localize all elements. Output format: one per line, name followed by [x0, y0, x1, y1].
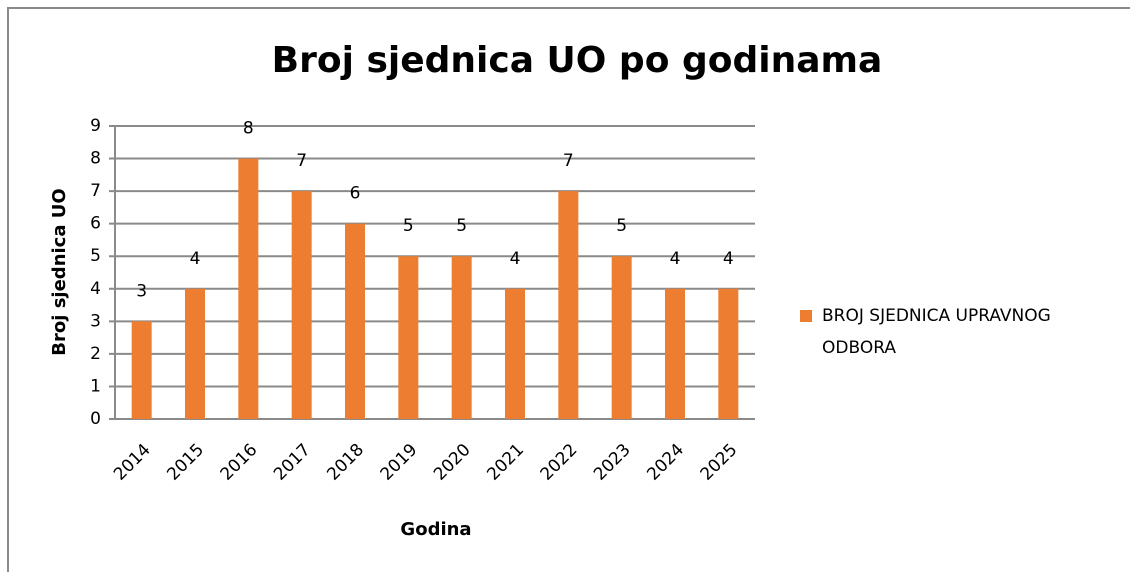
legend-swatch — [800, 310, 812, 322]
data-label: 4 — [510, 249, 521, 269]
chart-title: Broj sjednica UO po godinama — [272, 40, 883, 81]
data-label: 4 — [190, 249, 201, 269]
data-label: 3 — [136, 281, 147, 301]
bar — [665, 288, 685, 419]
y-tick-label: 2 — [90, 344, 101, 364]
y-tick-label: 8 — [90, 149, 101, 169]
y-tick-label: 7 — [90, 181, 101, 201]
data-label: 5 — [616, 216, 627, 236]
y-axis-title: Broj sjednica UO — [49, 188, 70, 355]
data-label: 7 — [296, 151, 307, 171]
bar — [398, 256, 419, 419]
bar — [451, 256, 472, 419]
data-label: 7 — [563, 151, 574, 171]
bar — [505, 288, 525, 419]
data-label: 4 — [723, 249, 734, 269]
data-label: 5 — [456, 216, 467, 236]
x-axis-title: Godina — [400, 519, 471, 540]
y-tick-label: 1 — [90, 376, 101, 396]
bar — [718, 288, 739, 419]
legend-label: BROJ SJEDNICA UPRAVNOG ODBORA — [822, 306, 1051, 358]
bar — [238, 158, 259, 420]
y-tick-label: 3 — [90, 311, 101, 331]
y-tick-label: 6 — [90, 214, 101, 234]
bar — [291, 191, 312, 419]
bar — [345, 223, 365, 419]
data-label: 8 — [243, 119, 254, 139]
data-label: 5 — [403, 216, 414, 236]
bar — [558, 191, 579, 419]
data-label: 6 — [350, 184, 361, 204]
data-label: 4 — [670, 249, 681, 269]
bar — [131, 321, 152, 419]
y-tick-label: 9 — [90, 116, 101, 136]
bar — [611, 256, 632, 419]
y-tick-label: 0 — [90, 409, 101, 429]
y-tick-label: 4 — [90, 279, 101, 299]
legend: BROJ SJEDNICA UPRAVNOG ODBORA — [800, 300, 1120, 364]
bar — [185, 288, 205, 419]
y-tick-label: 5 — [90, 246, 101, 266]
